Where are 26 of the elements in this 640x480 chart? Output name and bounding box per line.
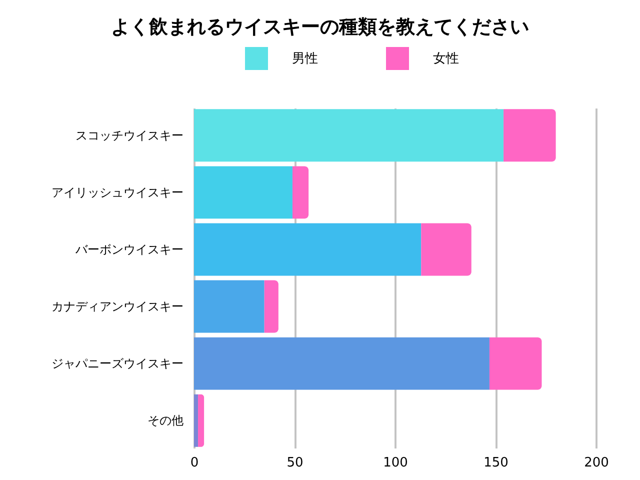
bar — [194, 280, 264, 333]
bar — [421, 223, 472, 276]
bar — [194, 394, 198, 447]
chart-title: よく飲まれるウイスキーの種類を教えてください — [111, 16, 529, 38]
bar — [194, 109, 504, 162]
bar — [292, 166, 309, 219]
x-tick-label: 50 — [286, 456, 304, 470]
y-tick-label: スコッチウイスキー — [76, 128, 184, 142]
bar — [504, 109, 556, 162]
y-tick-label: ジャパニーズウイスキー — [52, 356, 184, 371]
x-tick-label: 150 — [484, 456, 508, 470]
y-tick-label: アイリッシュウイスキー — [52, 185, 184, 200]
bar — [198, 394, 204, 447]
y-tick-label: カナディアンウイスキー — [52, 300, 184, 314]
bar — [194, 223, 422, 276]
x-tick-label: 200 — [584, 456, 609, 470]
y-tick-label: その他 — [148, 414, 184, 428]
x-tick-label: 100 — [383, 456, 408, 470]
legend-label: 男性 — [292, 52, 318, 66]
bar — [489, 337, 542, 390]
y-tick-label: バーボンウイスキー — [74, 242, 184, 256]
legend-label: 女性 — [433, 52, 459, 66]
bar — [194, 166, 292, 219]
x-tick-label: 0 — [190, 456, 199, 470]
bar — [194, 337, 490, 390]
bar — [264, 280, 278, 333]
